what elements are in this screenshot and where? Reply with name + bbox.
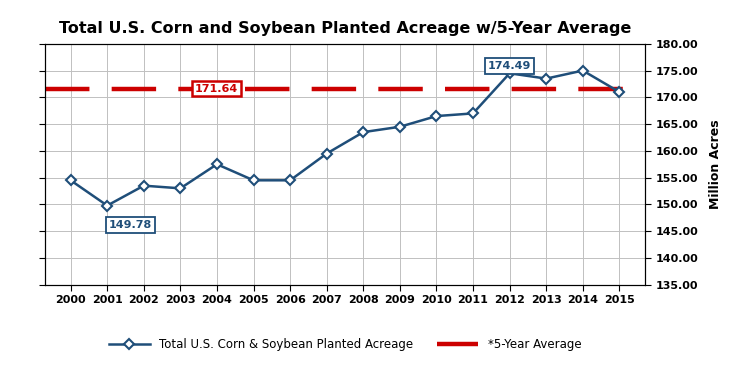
Title: Total U.S. Corn and Soybean Planted Acreage w/5-Year Average: Total U.S. Corn and Soybean Planted Acre… (58, 21, 632, 36)
Y-axis label: Million Acres: Million Acres (710, 119, 722, 209)
Text: 149.78: 149.78 (109, 220, 152, 230)
Text: 174.49: 174.49 (488, 61, 531, 71)
Legend: Total U.S. Corn & Soybean Planted Acreage, *5-Year Average: Total U.S. Corn & Soybean Planted Acreag… (104, 333, 586, 356)
Text: 171.64: 171.64 (195, 84, 238, 93)
